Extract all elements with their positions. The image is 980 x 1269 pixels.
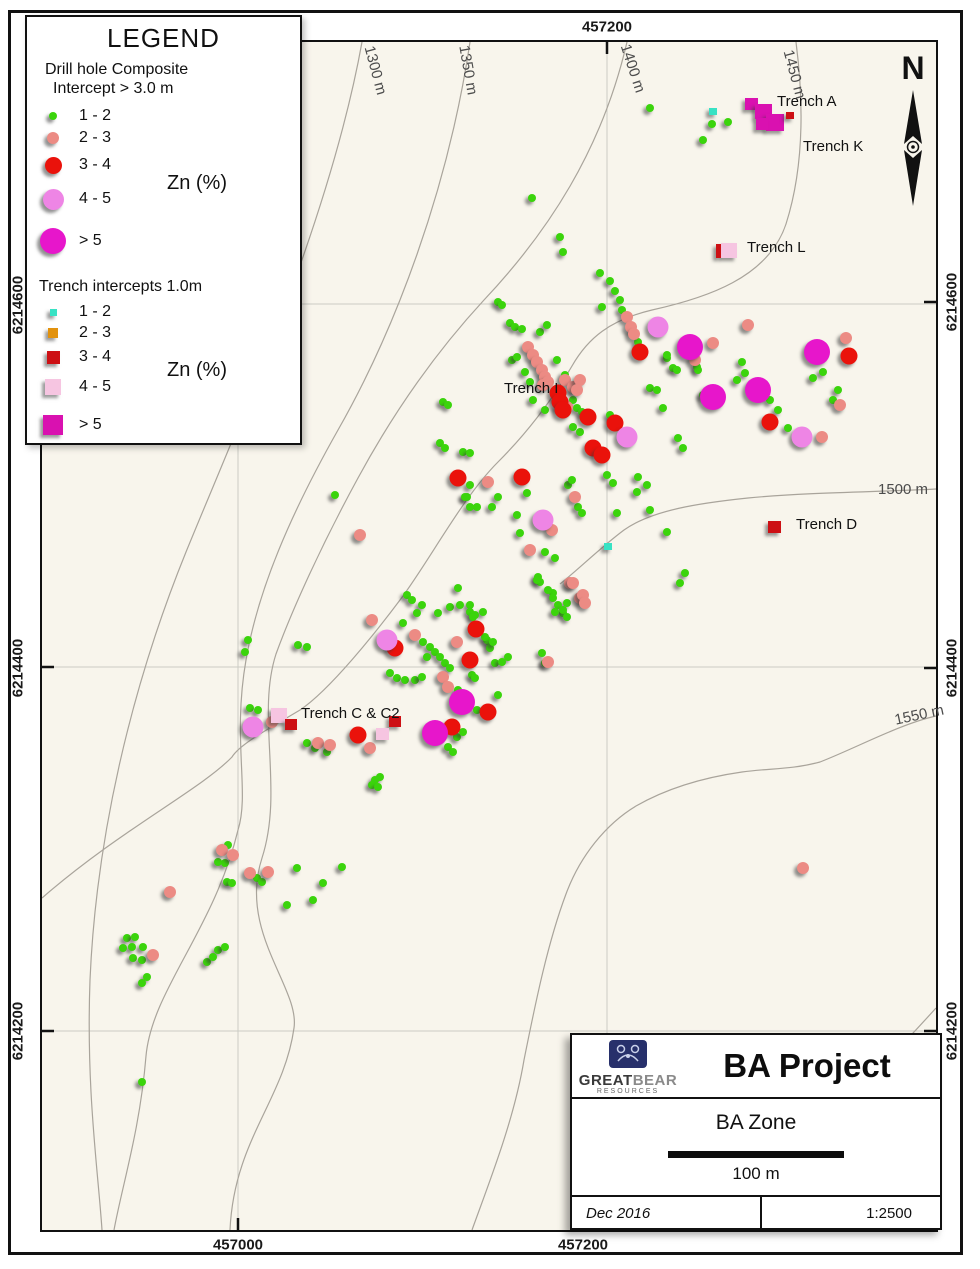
trench-square-icon [49,308,57,316]
legend-row-label: 4 - 5 [79,378,112,395]
company-name: GREATBEAR [578,1071,678,1089]
legend-drill-symbol [27,228,79,254]
legend-drill-subtitle: Drill hole Composite Intercept > 3.0 m [45,60,300,98]
legend-row: 3 - 4 [27,344,300,370]
scale-bar [668,1151,844,1158]
legend-row: 3 - 4 [27,150,300,180]
legend-trench-symbol [27,415,79,435]
legend-trench-rows: 1 - 2 2 - 3 3 - 4 4 - 5 > 5 [27,302,300,446]
legend-trench-subtitle: Trench intercepts 1.0m [39,278,203,295]
legend-row: 2 - 3 [27,322,300,344]
legend-row-label: 3 - 4 [79,348,112,365]
legend-row: 4 - 5 [27,370,300,404]
legend-trench-symbol [27,379,79,395]
legend-row: 1 - 2 [27,302,300,322]
legend-row-label: > 5 [79,416,102,433]
scale-bar-label: 100 m [732,1164,780,1183]
title-block-header-row: GREATBEAR RESOURCES BA Project [572,1035,940,1099]
drill-circle-icon [47,132,59,144]
legend-drill-symbol [27,132,79,144]
legend-zn-label-trench: Zn (%) [167,359,227,381]
title-block-footer-row: Dec 2016 1:2500 [572,1197,940,1230]
legend-row-label: 1 - 2 [79,303,112,320]
drill-circle-icon [49,112,57,120]
trench-square-icon [45,379,61,395]
legend-trench-symbol [27,328,79,338]
company-subtitle: RESOURCES [596,1087,660,1095]
drill-circle-icon [42,188,64,210]
drill-circle-icon [44,156,62,174]
legend-drill-rows: 1 - 2 2 - 3 3 - 4 4 - 5 > 5 [27,106,300,264]
legend-trench-symbol [27,308,79,316]
trench-square-icon [48,328,58,338]
trench-square-icon [43,415,63,435]
legend-row-label: 3 - 4 [79,156,112,173]
legend-row: > 5 [27,218,300,264]
legend-row-label: 2 - 3 [79,129,112,146]
company-logo: GREATBEAR RESOURCES [572,1038,684,1095]
legend-row-label: > 5 [79,232,102,249]
north-label: N [901,50,925,86]
legend-row-label: 2 - 3 [79,324,112,341]
map-scale-ratio: 1:2500 [866,1205,912,1222]
project-title: BA Project [723,1047,891,1084]
zone-title: BA Zone [715,1111,797,1134]
legend-row-label: 1 - 2 [79,107,112,124]
legend-title: LEGEND [107,23,220,53]
title-block: GREATBEAR RESOURCES BA Project BA Zone 1… [570,1033,942,1230]
legend-row: 2 - 3 [27,126,300,150]
legend-row: 4 - 5 [27,180,300,218]
legend-row: 1 - 2 [27,106,300,126]
legend-drill-symbol [27,156,79,174]
legend-row-label: 4 - 5 [79,190,112,207]
compass-needle-icon [904,90,922,206]
legend-trench-symbol [27,350,79,364]
legend-drill-symbol [27,112,79,120]
legend: LEGEND Drill hole Composite Intercept > … [25,15,302,445]
drill-circle-icon [40,228,66,254]
legend-zn-label-drill: Zn (%) [167,172,227,194]
greatbear-logo-icon [609,1039,647,1068]
title-block-zone-row: BA Zone 100 m [572,1099,940,1197]
legend-drill-subtitle-line2: Intercept > 3.0 m [53,80,174,97]
legend-drill-symbol [27,188,79,210]
map-date: Dec 2016 [572,1197,762,1230]
legend-drill-subtitle-line1: Drill hole Composite [45,61,189,78]
trench-square-icon [46,350,60,364]
north-arrow: N [893,52,933,217]
legend-row: > 5 [27,404,300,446]
